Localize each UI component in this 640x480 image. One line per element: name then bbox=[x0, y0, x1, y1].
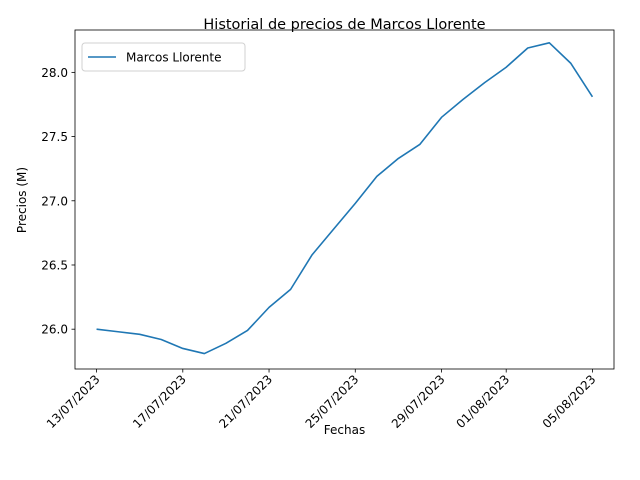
legend: Marcos Llorente bbox=[81, 42, 246, 72]
x-tick-label: 13/07/2023 bbox=[44, 372, 103, 431]
legend-label: Marcos Llorente bbox=[126, 51, 222, 65]
x-tick-label: 17/07/2023 bbox=[130, 372, 189, 431]
legend-box bbox=[81, 42, 246, 72]
x-tick-label: 05/08/2023 bbox=[540, 372, 599, 431]
x-tick-label: 29/07/2023 bbox=[389, 372, 448, 431]
plot-area: 26.0 26.5 27.0 27.5 28.0 13/07/2023 17/07/2023… bbox=[41, 29, 615, 431]
y-tick-label: 26.5 bbox=[41, 258, 68, 272]
y-tick-label: 28.0 bbox=[41, 66, 68, 80]
y-tick-label: 27.0 bbox=[41, 194, 68, 208]
x-tick-label: 21/07/2023 bbox=[216, 372, 275, 431]
plot-frame bbox=[74, 29, 615, 370]
y-tick-label: 27.5 bbox=[41, 130, 68, 144]
chart-title: Historial de precios de Marcos Llorente bbox=[203, 17, 485, 33]
y-axis-label: Precios (M) bbox=[15, 167, 29, 233]
y-tick-label: 26.0 bbox=[41, 323, 68, 337]
x-axis-label: Fechas bbox=[324, 423, 365, 437]
series-line-0 bbox=[96, 42, 594, 355]
x-tick-label: 01/08/2023 bbox=[454, 372, 513, 431]
